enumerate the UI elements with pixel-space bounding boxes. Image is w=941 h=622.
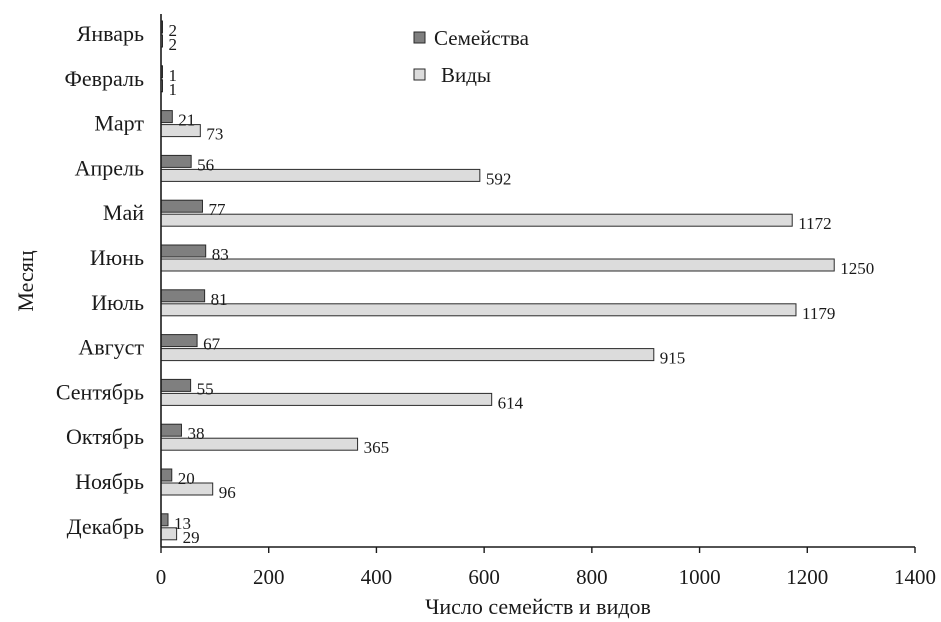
data-label-families: 13 — [174, 514, 191, 533]
legend: Семейства Виды — [413, 26, 530, 87]
data-label-species: 1172 — [798, 214, 831, 233]
data-label-families: 81 — [211, 290, 228, 309]
bar-families — [160, 244, 207, 258]
bar-species — [160, 258, 835, 272]
legend-label-species: Виды — [441, 63, 491, 87]
bar-families — [160, 468, 173, 482]
data-label-families: 21 — [178, 111, 195, 130]
bar-families — [160, 154, 192, 168]
data-label-families: 38 — [187, 424, 204, 443]
legend-swatch-species — [413, 68, 426, 81]
data-label-families: 56 — [197, 155, 214, 174]
data-label-families: 83 — [212, 245, 229, 264]
category-label: Сентябрь — [56, 379, 144, 404]
data-labels-layer: 2211217356592771172831250811179679155561… — [169, 21, 875, 547]
category-labels: Январь Февраль Март Апрель Май Июнь Июль Август… — [56, 21, 145, 539]
category-label: Май — [103, 200, 144, 225]
data-label-families: 67 — [203, 335, 221, 354]
category-label: Июль — [91, 290, 144, 315]
x-axis-ticks: 0 200 400 600 800 1000 1200 1400 — [156, 547, 936, 589]
category-label: Ноябрь — [75, 469, 144, 494]
data-label-families: 2 — [169, 21, 178, 40]
x-tick-label: 0 — [156, 565, 167, 589]
legend-swatch-families — [413, 31, 426, 44]
bar-families — [160, 423, 182, 437]
x-tick-label: 1000 — [679, 565, 721, 589]
data-label-species: 614 — [498, 393, 524, 412]
data-label-families: 20 — [178, 469, 195, 488]
x-tick-label: 800 — [576, 565, 608, 589]
x-axis-title: Число семейств и видов — [425, 594, 651, 619]
data-label-species: 1179 — [802, 304, 835, 323]
bars-layer — [160, 20, 835, 541]
data-label-species: 1 — [169, 80, 178, 99]
y-axis-title: Месяц — [13, 250, 38, 311]
data-label-families: 55 — [197, 379, 214, 398]
data-label-species: 73 — [206, 125, 223, 144]
bar-families — [160, 378, 192, 392]
category-label: Апрель — [75, 155, 144, 180]
data-label-species: 29 — [183, 528, 200, 547]
category-label: Октябрь — [66, 424, 144, 449]
bar-species — [160, 213, 793, 227]
x-tick-label: 200 — [253, 565, 285, 589]
bar-families — [160, 199, 203, 213]
category-label: Июнь — [90, 245, 144, 270]
data-label-families: 77 — [208, 200, 226, 219]
data-label-families: 1 — [169, 66, 178, 85]
x-tick-label: 600 — [468, 565, 500, 589]
data-label-species: 1250 — [840, 259, 874, 278]
category-label: Март — [94, 111, 144, 136]
category-label: Декабрь — [67, 514, 144, 539]
x-tick-label: 400 — [361, 565, 393, 589]
bar-species — [160, 348, 655, 362]
data-label-species: 96 — [219, 483, 236, 502]
bar-families — [160, 289, 206, 303]
x-tick-label: 1200 — [786, 565, 828, 589]
category-label: Август — [78, 335, 144, 360]
axes — [160, 14, 915, 548]
bar-species — [160, 303, 797, 317]
bar-families — [160, 110, 173, 124]
bar-families — [160, 334, 198, 348]
legend-label-families: Семейства — [434, 26, 530, 50]
category-label: Февраль — [64, 66, 144, 91]
x-tick-label: 1400 — [894, 565, 936, 589]
data-label-species: 592 — [486, 169, 512, 188]
data-label-species: 365 — [364, 438, 390, 457]
bar-families — [160, 513, 169, 527]
category-label: Январь — [77, 21, 144, 46]
data-label-species: 915 — [660, 349, 686, 368]
data-label-species: 2 — [169, 35, 178, 54]
